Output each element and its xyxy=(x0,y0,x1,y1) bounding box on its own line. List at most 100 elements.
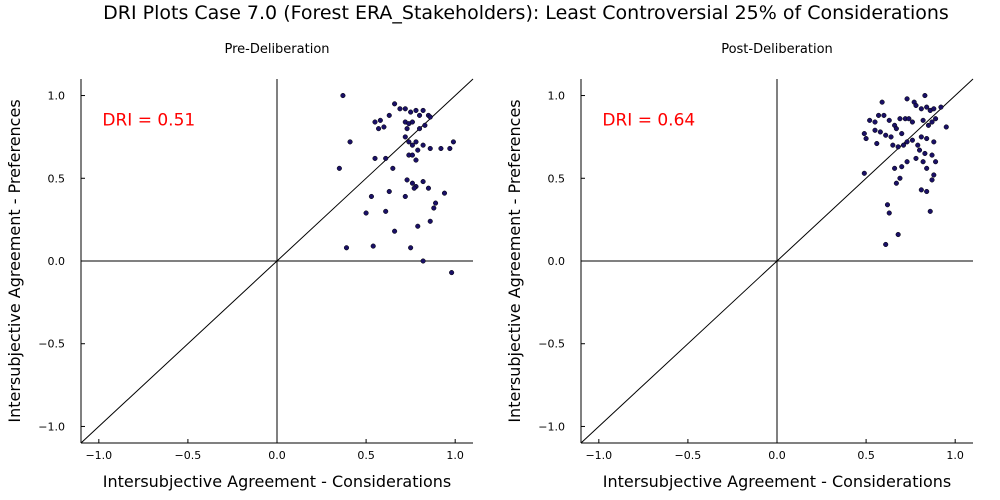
y-tick-label: −0.5 xyxy=(538,338,565,351)
x-axis-title: Intersubjective Agreement - Consideratio… xyxy=(103,472,451,491)
scatter-point xyxy=(408,245,414,251)
scatter-point xyxy=(397,106,403,112)
scatter-point xyxy=(922,150,928,157)
scatter-point xyxy=(441,190,448,196)
scatter-point xyxy=(872,127,878,133)
scatter-point xyxy=(943,124,949,130)
scatter-point xyxy=(933,159,939,165)
scatter-point xyxy=(863,136,869,142)
scatter-point xyxy=(413,157,419,163)
scatter-points xyxy=(861,92,949,248)
scatter-point xyxy=(447,145,453,152)
y-tick-label: −0.5 xyxy=(38,338,65,351)
y-tick-label: 0.5 xyxy=(48,172,66,185)
scatter-point xyxy=(929,152,935,158)
scatter-point xyxy=(402,106,408,112)
scatter-point xyxy=(861,131,867,137)
scatter-point xyxy=(876,112,882,118)
scatter-point xyxy=(343,245,350,251)
scatter-point xyxy=(918,134,924,140)
scatter-point xyxy=(872,119,878,125)
scatter-point xyxy=(909,137,915,143)
scatter-point xyxy=(929,177,935,183)
scatter-point xyxy=(883,132,889,138)
scatter-point xyxy=(909,119,915,125)
scatter-point xyxy=(409,119,415,125)
scatter-point xyxy=(363,210,369,216)
panel-title: Post-Deliberation xyxy=(721,42,833,57)
scatter-point xyxy=(347,139,353,145)
scatter-point xyxy=(420,258,426,264)
x-tick-label: 1.0 xyxy=(446,449,464,462)
scatter-point xyxy=(892,165,898,171)
scatter-point xyxy=(411,185,417,191)
scatter-point xyxy=(406,139,412,145)
x-tick-label: 0.5 xyxy=(357,449,375,462)
scatter-point xyxy=(924,104,930,110)
scatter-point xyxy=(881,112,887,118)
scatter-point xyxy=(413,139,419,145)
scatter-point xyxy=(861,170,867,176)
scatter-point xyxy=(899,131,905,137)
y-tick-label: −1.0 xyxy=(538,420,565,433)
scatter-point xyxy=(402,193,408,200)
scatter-point xyxy=(938,104,944,110)
scatter-point xyxy=(392,101,398,107)
scatter-point xyxy=(895,231,901,238)
y-axis-title: Intersubjective Agreement - Preferences xyxy=(5,99,24,422)
scatter-point xyxy=(931,106,937,112)
scatter-point xyxy=(409,180,415,186)
scatter-point xyxy=(884,202,891,208)
scatter-point xyxy=(924,136,930,142)
scatter-point xyxy=(888,134,894,140)
dri-annotation: DRI = 0.64 xyxy=(602,110,695,130)
scatter-point xyxy=(427,218,433,224)
scatter-point xyxy=(420,142,426,148)
scatter-point xyxy=(925,122,932,128)
scatter-point xyxy=(420,107,426,113)
x-tick-label: 0.0 xyxy=(768,449,786,462)
scatter-point xyxy=(377,117,383,123)
scatter-point xyxy=(408,109,414,115)
scatter-point xyxy=(381,124,387,130)
y-tick-label: −1.0 xyxy=(38,420,65,433)
scatter-point xyxy=(422,122,428,128)
scatter-point xyxy=(390,165,396,171)
scatter-point xyxy=(913,102,919,109)
scatter-point xyxy=(931,139,937,145)
scatter-point xyxy=(402,134,408,140)
scatter-point xyxy=(883,241,889,248)
panel-pre: Pre-Deliberation −1.0 −1.0 −0.5 −0.5 0.0 0.0 0.… xyxy=(5,42,474,491)
figure-title: DRI Plots Case 7.0 (Forest ERA_Stakehold… xyxy=(103,2,949,24)
scatter-point xyxy=(924,165,930,171)
scatter-point xyxy=(372,155,378,161)
scatter-point xyxy=(372,119,378,125)
x-tick-label: −0.5 xyxy=(175,449,202,462)
y-tick-label: 0.5 xyxy=(548,172,566,185)
scatter-point xyxy=(409,152,415,158)
scatter-points xyxy=(336,92,456,276)
scatter-point xyxy=(913,155,919,161)
x-tick-label: −0.5 xyxy=(675,449,702,462)
panel-post: Post-Deliberation −1.0 −1.0 −0.5 −0.5 0.0 0.0 0… xyxy=(505,42,974,491)
x-tick-label: −1.0 xyxy=(585,449,612,462)
panels-group: Pre-Deliberation −1.0 −1.0 −0.5 −0.5 0.0 0.0 0.… xyxy=(5,42,974,491)
y-tick-label: 0.0 xyxy=(48,255,66,268)
scatter-point xyxy=(893,126,899,132)
scatter-point xyxy=(413,107,419,113)
scatter-point xyxy=(904,139,910,145)
scatter-point xyxy=(874,140,880,147)
scatter-point xyxy=(431,205,437,211)
scatter-point xyxy=(425,185,432,191)
dri-annotation: DRI = 0.51 xyxy=(102,110,195,130)
scatter-point xyxy=(915,142,921,148)
scatter-point xyxy=(340,92,346,99)
scatter-point xyxy=(404,126,410,132)
scatter-point xyxy=(920,117,926,123)
scatter-point xyxy=(392,228,398,234)
scatter-point xyxy=(386,188,392,195)
scatter-point xyxy=(922,92,928,99)
y-tick-label: 1.0 xyxy=(548,90,566,103)
scatter-point xyxy=(376,126,382,132)
